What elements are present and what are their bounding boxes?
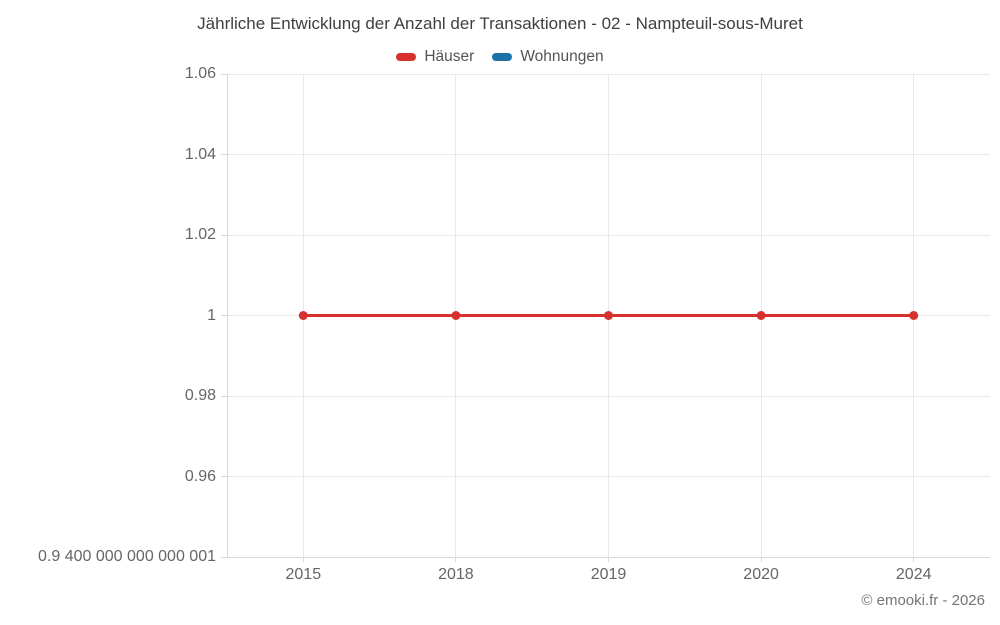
x-tick-label: 2019 xyxy=(590,566,627,583)
x-axis-tick xyxy=(302,557,304,562)
x-axis-tick xyxy=(760,557,762,562)
attribution: © emooki.fr - 2026 xyxy=(861,592,985,609)
series-canvas xyxy=(298,311,919,320)
data-point[interactable] xyxy=(909,311,919,320)
x-axis-tick xyxy=(455,557,457,562)
legend-swatch-hauser xyxy=(396,53,417,61)
legend: Häuser Wohnungen xyxy=(0,46,1000,68)
y-axis-tick xyxy=(221,476,227,477)
data-point[interactable] xyxy=(451,311,461,320)
legend-label-hauser: Häuser xyxy=(424,48,475,65)
chart-title: Jährliche Entwicklung der Anzahl der Tra… xyxy=(197,14,803,33)
x-tick-label: 2015 xyxy=(285,566,322,583)
y-tick-label: 1 xyxy=(207,306,216,324)
y-tick-label: 1.04 xyxy=(184,145,216,163)
x-axis-tick xyxy=(913,557,915,562)
y-axis-tick xyxy=(221,234,227,236)
y-tick-label: 0.9 400 000 000 000 001 xyxy=(38,548,216,565)
y-axis-tick xyxy=(221,73,227,75)
y-tick-label: 1.02 xyxy=(184,226,216,243)
data-point[interactable] xyxy=(756,311,766,320)
legend-swatch-wohnungen xyxy=(492,53,513,61)
y-tick-label: 0.96 xyxy=(184,467,216,485)
x-axis-tick xyxy=(608,557,609,562)
y-tick-label: 0.98 xyxy=(184,387,216,404)
y-tick-label: 1.06 xyxy=(184,65,216,82)
y-axis-tick xyxy=(221,315,227,316)
y-axis-tick xyxy=(221,556,227,558)
y-axis-tick xyxy=(221,395,227,397)
x-tick-label: 2024 xyxy=(895,566,932,583)
x-tick-label: 2020 xyxy=(743,566,779,583)
data-point[interactable] xyxy=(604,311,613,320)
legend-item-hauser[interactable]: Häuser xyxy=(396,48,474,66)
y-axis-line xyxy=(227,74,228,557)
legend-item-wohnungen[interactable]: Wohnungen xyxy=(492,48,604,66)
x-axis-line xyxy=(227,557,990,558)
legend-label-wohnungen: Wohnungen xyxy=(520,48,604,65)
data-point[interactable] xyxy=(298,311,308,320)
x-tick-label: 2018 xyxy=(438,566,474,583)
y-axis-tick xyxy=(221,154,227,155)
